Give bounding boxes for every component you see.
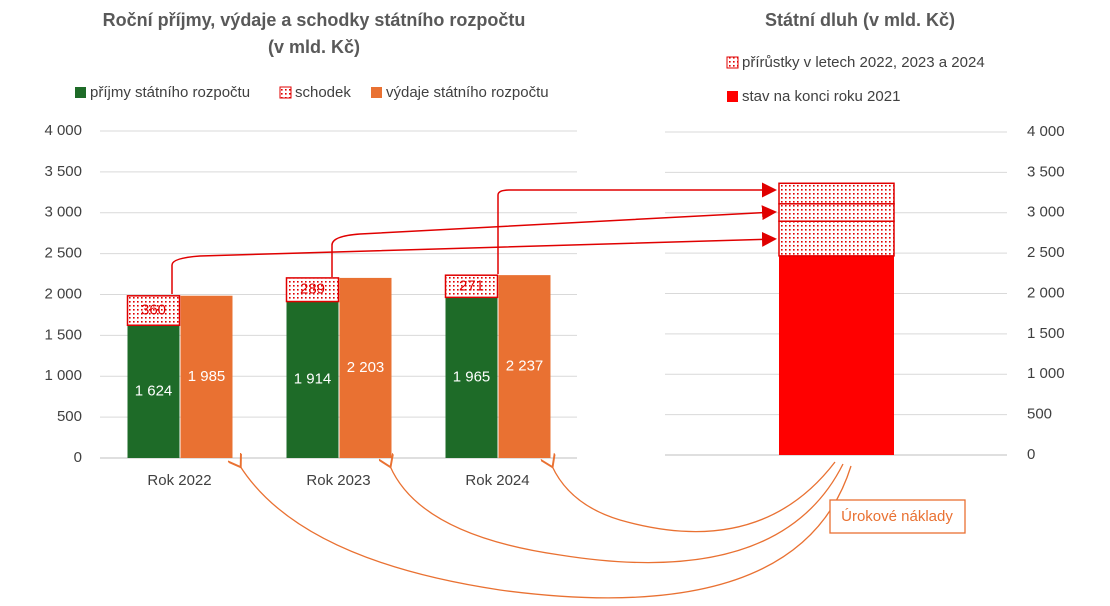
bar: [339, 277, 392, 458]
bar: [778, 220, 895, 257]
y-tick-label: 1 500: [44, 326, 82, 343]
legend-swatch: [727, 91, 738, 102]
y-tick-label: 0: [1027, 446, 1035, 463]
bar: [286, 301, 339, 458]
value-label: 1 965: [453, 369, 491, 386]
legend-label: příjmy státního rozpočtu: [90, 84, 250, 101]
value-label: 271: [459, 277, 484, 294]
legend-label: přírůstky v letech 2022, 2023 a 2024: [742, 54, 985, 71]
legend-swatch: [726, 56, 739, 69]
bar: [778, 182, 895, 205]
value-label: 2 203: [347, 359, 385, 376]
bar: [778, 203, 895, 222]
legend-swatch: [279, 86, 292, 99]
x-tick-label: Rok 2024: [465, 472, 529, 489]
legend-label: stav na konci roku 2021: [742, 88, 900, 105]
arrow: [497, 182, 777, 274]
chart-subtitle: (v mld. Kč): [268, 37, 360, 57]
x-tick-label: Rok 2022: [147, 472, 211, 489]
value-label: 360: [141, 301, 166, 318]
chart-title: Státní dluh (v mld. Kč): [765, 10, 955, 30]
arrow: [552, 462, 836, 533]
legend-label: výdaje státního rozpočtu: [386, 84, 549, 101]
y-tick-label: 500: [57, 408, 82, 425]
chart-title: Roční příjmy, výdaje a schodky státního …: [103, 10, 526, 30]
y-tick-label: 500: [1027, 406, 1052, 423]
legend-swatch: [371, 87, 382, 98]
y-tick-label: 2 000: [1027, 284, 1065, 301]
bar: [444, 274, 499, 299]
bar: [779, 255, 894, 455]
y-tick-label: 3 500: [44, 163, 82, 180]
y-tick-label: 0: [74, 449, 82, 466]
arrow: [331, 205, 777, 277]
y-tick-label: 2 500: [1027, 244, 1065, 261]
y-tick-label: 2 500: [44, 245, 82, 262]
y-tick-label: 2 000: [44, 285, 82, 302]
legend-swatch: [75, 87, 86, 98]
y-tick-label: 3 000: [44, 204, 82, 221]
bar: [126, 295, 181, 326]
bar: [180, 295, 233, 458]
arrow: [171, 231, 777, 294]
arrow: [390, 464, 844, 564]
x-tick-label: Rok 2023: [306, 472, 370, 489]
legend-label: schodek: [295, 84, 351, 101]
y-tick-label: 4 000: [1027, 123, 1065, 140]
value-label: 1 624: [135, 383, 173, 400]
value-label: 1 914: [294, 371, 332, 388]
arrow: [240, 466, 852, 599]
bar: [445, 297, 498, 458]
y-tick-label: 1 000: [1027, 365, 1065, 382]
y-tick-label: 4 000: [44, 122, 82, 139]
y-tick-label: 1 500: [1027, 325, 1065, 342]
bar: [285, 277, 340, 303]
value-label: 2 237: [506, 358, 544, 375]
value-label: 1 985: [188, 368, 226, 385]
arrows: [171, 182, 852, 599]
bar: [127, 325, 180, 458]
annotation-box: [829, 499, 966, 534]
y-tick-label: 3 000: [1027, 204, 1065, 221]
bar: [498, 275, 551, 458]
value-label: 289: [300, 281, 325, 298]
annotation: Úrokové náklady: [841, 508, 953, 525]
y-tick-label: 3 500: [1027, 163, 1065, 180]
y-tick-label: 1 000: [44, 367, 82, 384]
